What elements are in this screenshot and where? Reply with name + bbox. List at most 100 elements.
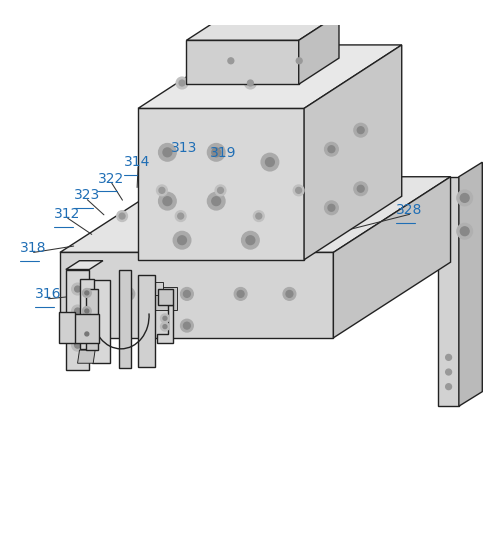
Circle shape (261, 153, 279, 171)
Polygon shape (187, 14, 339, 40)
Polygon shape (138, 275, 155, 367)
Circle shape (206, 3, 223, 20)
Circle shape (357, 127, 364, 134)
Circle shape (242, 231, 259, 249)
Circle shape (446, 355, 452, 360)
Polygon shape (59, 313, 75, 343)
Polygon shape (86, 289, 98, 350)
Circle shape (461, 194, 469, 202)
Circle shape (163, 148, 172, 157)
Circle shape (354, 182, 368, 196)
Circle shape (293, 55, 305, 67)
Circle shape (119, 213, 125, 219)
Circle shape (461, 227, 469, 236)
Circle shape (328, 204, 335, 211)
Circle shape (209, 6, 220, 17)
Circle shape (176, 77, 188, 89)
Circle shape (75, 308, 81, 314)
Polygon shape (158, 289, 173, 305)
Circle shape (256, 213, 262, 219)
Polygon shape (60, 177, 451, 252)
Circle shape (125, 291, 132, 298)
Circle shape (446, 384, 452, 390)
Text: 313: 313 (171, 141, 198, 155)
Polygon shape (299, 14, 339, 84)
Circle shape (85, 291, 89, 295)
Circle shape (181, 288, 193, 300)
Circle shape (85, 332, 89, 336)
Circle shape (75, 342, 81, 348)
Circle shape (159, 192, 176, 210)
Polygon shape (333, 177, 451, 338)
Circle shape (117, 211, 128, 222)
Polygon shape (145, 282, 164, 295)
Circle shape (179, 80, 185, 86)
Text: 319: 319 (210, 146, 237, 160)
Circle shape (173, 231, 191, 249)
Circle shape (178, 236, 187, 245)
Circle shape (85, 309, 89, 313)
Polygon shape (138, 108, 304, 260)
Polygon shape (80, 279, 94, 349)
Circle shape (328, 146, 335, 153)
Polygon shape (118, 271, 131, 368)
Text: 314: 314 (124, 155, 151, 169)
Circle shape (81, 288, 93, 300)
Circle shape (253, 211, 264, 222)
Circle shape (354, 123, 368, 137)
Circle shape (247, 80, 253, 86)
Circle shape (245, 77, 256, 89)
Polygon shape (78, 350, 95, 363)
Polygon shape (187, 40, 299, 84)
Polygon shape (66, 261, 103, 270)
Circle shape (178, 213, 184, 219)
Polygon shape (138, 45, 402, 108)
Text: 316: 316 (34, 287, 61, 301)
Circle shape (286, 291, 293, 298)
Circle shape (82, 288, 91, 298)
Circle shape (75, 286, 81, 292)
Circle shape (159, 188, 165, 194)
Circle shape (357, 185, 364, 192)
Circle shape (237, 291, 244, 298)
Circle shape (184, 291, 191, 298)
Circle shape (212, 148, 220, 157)
Circle shape (161, 322, 169, 331)
Circle shape (163, 324, 167, 329)
Circle shape (457, 223, 472, 239)
Circle shape (457, 190, 472, 206)
Circle shape (263, 6, 274, 17)
Circle shape (293, 185, 304, 196)
Circle shape (325, 201, 338, 215)
Circle shape (283, 288, 296, 300)
Circle shape (260, 3, 277, 20)
Circle shape (83, 291, 90, 298)
Text: 322: 322 (98, 171, 124, 185)
Circle shape (82, 329, 91, 338)
Circle shape (163, 316, 167, 320)
Circle shape (83, 322, 90, 329)
Circle shape (72, 340, 83, 351)
Circle shape (175, 211, 186, 222)
Polygon shape (459, 162, 482, 406)
Circle shape (215, 185, 226, 196)
Circle shape (207, 143, 225, 161)
Polygon shape (74, 314, 99, 343)
Circle shape (225, 55, 237, 67)
Circle shape (157, 185, 167, 196)
Circle shape (246, 236, 255, 245)
Circle shape (82, 307, 91, 315)
Polygon shape (92, 280, 110, 363)
Circle shape (72, 283, 83, 295)
Text: 323: 323 (74, 188, 100, 202)
Circle shape (161, 314, 169, 323)
Polygon shape (157, 305, 173, 343)
Polygon shape (60, 252, 333, 338)
Circle shape (122, 288, 135, 300)
Circle shape (181, 319, 193, 332)
Circle shape (207, 192, 225, 210)
Circle shape (184, 322, 191, 329)
Circle shape (159, 143, 176, 161)
Polygon shape (145, 287, 177, 309)
Circle shape (234, 288, 247, 300)
